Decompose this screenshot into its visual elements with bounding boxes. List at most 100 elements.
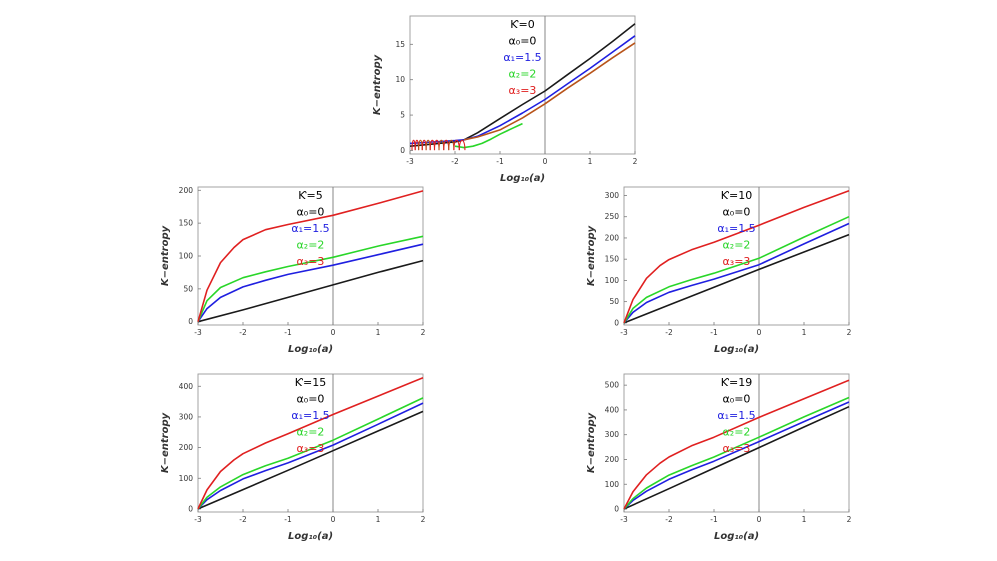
y-tick-label: 15	[395, 40, 405, 49]
legend-entry-3: α₂=2	[723, 426, 751, 439]
series-line-1	[197, 243, 424, 323]
x-tick-label: -1	[710, 515, 718, 524]
x-tick-label: 0	[331, 328, 336, 337]
y-tick-label: 0	[400, 146, 405, 155]
series-line-3	[623, 190, 850, 324]
x-tick-label: -3	[620, 515, 628, 524]
x-tick-label: -2	[665, 328, 673, 337]
y-tick-label: 0	[614, 505, 619, 514]
x-tick-label: -3	[406, 157, 414, 166]
y-axis-label: K−entropy	[586, 412, 597, 473]
oscillation-arc	[458, 139, 466, 151]
legend-entry-2: α₁=1.5	[291, 222, 329, 235]
legend-entry-3: α₂=2	[509, 68, 537, 81]
series-line-1	[623, 222, 850, 324]
x-tick-label: -3	[620, 328, 628, 337]
y-tick-label: 5	[400, 111, 405, 120]
chart-panel-k0: -3 -2 -1 0 1 2 0 5 10 15 Ƙ=0 α₀=0 α₁=1.5 α₂=2 α₃=3 Log₁…	[360, 12, 645, 190]
series-line-3	[197, 376, 424, 510]
series-line-0	[197, 259, 424, 323]
y-tick-label: 400	[179, 382, 194, 391]
x-tick-label: 2	[847, 515, 852, 524]
series-line-2	[197, 235, 424, 323]
y-tick-label: 300	[179, 412, 194, 421]
legend-entry-1: α₀=0	[723, 206, 751, 219]
x-tick-label: -2	[239, 515, 247, 524]
y-tick-label: 0	[614, 318, 619, 327]
legend-entry-3: α₂=2	[297, 239, 325, 252]
x-tick-label: 2	[421, 515, 426, 524]
series-line-3	[197, 190, 424, 322]
legend-entry-0: Ƙ=15	[295, 376, 326, 389]
x-tick-label: 0	[331, 515, 336, 524]
y-tick-label: 100	[605, 480, 620, 489]
series-line-0	[197, 410, 424, 510]
series-line-2	[623, 215, 850, 324]
chart-k19-svg: -3 -2 -1 0 1 2 0 100 200 300 400 500 Ƙ=19 α₀=0 α₁=1.5 α…	[586, 373, 852, 542]
x-tick-label: 0	[543, 157, 548, 166]
x-tick-label: 2	[847, 328, 852, 337]
y-tick-label: 200	[179, 443, 194, 452]
x-tick-label: 1	[376, 515, 381, 524]
legend-entry-4: α₃=3	[297, 255, 325, 268]
legend-entry-4: α₃=3	[297, 442, 325, 455]
chart-k0-svg: -3 -2 -1 0 1 2 0 5 10 15 Ƙ=0 α₀=0 α₁=1.5 α₂=2 α₃=3 Log₁…	[372, 15, 638, 184]
legend-entry-1: α₀=0	[509, 35, 537, 48]
series-line-1	[623, 401, 850, 510]
oscillation-band	[411, 139, 466, 151]
x-tick-label: 1	[802, 515, 807, 524]
y-tick-label: 0	[188, 317, 193, 326]
legend-entry-2: α₁=1.5	[717, 409, 755, 422]
y-axis-label: K−entropy	[586, 225, 597, 286]
legend-entry-2: α₁=1.5	[717, 222, 755, 235]
y-tick-label: 200	[179, 186, 194, 195]
y-tick-label: 300	[605, 430, 620, 439]
y-tick-label: 50	[183, 284, 193, 293]
x-tick-label: 1	[802, 328, 807, 337]
y-axis-label: K−entropy	[372, 54, 383, 115]
legend-entry-1: α₀=0	[297, 393, 325, 406]
x-axis-label: Log₁₀(a)	[288, 344, 333, 355]
x-tick-label: -3	[194, 515, 202, 524]
plot-frame	[197, 373, 424, 513]
y-tick-label: 100	[605, 276, 620, 285]
x-axis-label: Log₁₀(a)	[288, 531, 333, 542]
y-axis-label: K−entropy	[160, 412, 171, 473]
y-axis-label: K−entropy	[160, 225, 171, 286]
series-line-2	[623, 396, 850, 510]
x-tick-label: -2	[239, 328, 247, 337]
y-tick-label: 200	[605, 455, 620, 464]
series-line-3	[623, 379, 850, 510]
legend-entry-3: α₂=2	[723, 239, 751, 252]
y-tick-label: 250	[605, 212, 620, 221]
legend-entry-0: Ƙ=5	[298, 189, 322, 202]
x-axis-label: Log₁₀(a)	[500, 173, 545, 184]
x-tick-label: 0	[757, 515, 762, 524]
chart-panel-k10: -3 -2 -1 0 1 2 0 50 100 150 200 250 300 Ƙ=10 α₀=0 α₁=1.…	[574, 183, 859, 361]
chart-k5-svg: -3 -2 -1 0 1 2 0 50 100 150 200 Ƙ=5 α₀=0 α₁=1.5 α₂=2 α₃…	[160, 186, 426, 355]
y-tick-label: 100	[179, 474, 194, 483]
x-tick-label: -3	[194, 328, 202, 337]
y-tick-label: 10	[395, 75, 405, 84]
y-tick-label: 150	[179, 219, 194, 228]
legend-entry-4: α₃=3	[723, 255, 751, 268]
y-tick-label: 300	[605, 191, 620, 200]
y-tick-label: 400	[605, 405, 620, 414]
x-tick-label: 0	[757, 328, 762, 337]
chart-panel-k5: -3 -2 -1 0 1 2 0 50 100 150 200 Ƙ=5 α₀=0 α₁=1.5 α₂=2 α₃…	[148, 183, 433, 361]
legend-entry-4: α₃=3	[723, 442, 751, 455]
y-tick-label: 50	[609, 297, 619, 306]
x-tick-label: -1	[284, 515, 292, 524]
legend-entry-1: α₀=0	[297, 206, 325, 219]
y-tick-label: 100	[179, 252, 194, 261]
legend-entry-0: Ƙ=0	[510, 18, 534, 31]
series-line-1	[197, 402, 424, 510]
series-line-2	[454, 122, 523, 149]
x-tick-label: -1	[284, 328, 292, 337]
x-tick-label: -1	[710, 328, 718, 337]
series-line-0	[623, 405, 850, 510]
x-tick-label: -2	[451, 157, 459, 166]
legend-entry-0: Ƙ=19	[721, 376, 752, 389]
plot-frame	[409, 15, 636, 155]
x-tick-label: 1	[588, 157, 593, 166]
